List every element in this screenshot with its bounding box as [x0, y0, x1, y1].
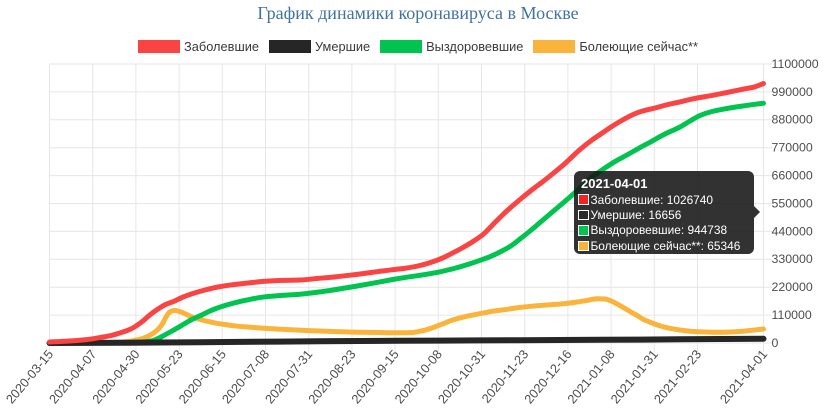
svg-text:220000: 220000 — [772, 280, 813, 294]
svg-text:660000: 660000 — [772, 169, 813, 183]
svg-text:990000: 990000 — [772, 85, 813, 99]
svg-text:2021-04-01: 2021-04-01 — [717, 347, 771, 407]
svg-text:0: 0 — [772, 336, 779, 350]
svg-text:770000: 770000 — [772, 141, 813, 155]
svg-text:330000: 330000 — [772, 252, 813, 266]
svg-text:880000: 880000 — [772, 113, 813, 127]
svg-text:440000: 440000 — [772, 224, 813, 238]
svg-text:550000: 550000 — [772, 196, 813, 210]
svg-text:110000: 110000 — [772, 308, 812, 322]
svg-text:1100000: 1100000 — [772, 57, 819, 71]
